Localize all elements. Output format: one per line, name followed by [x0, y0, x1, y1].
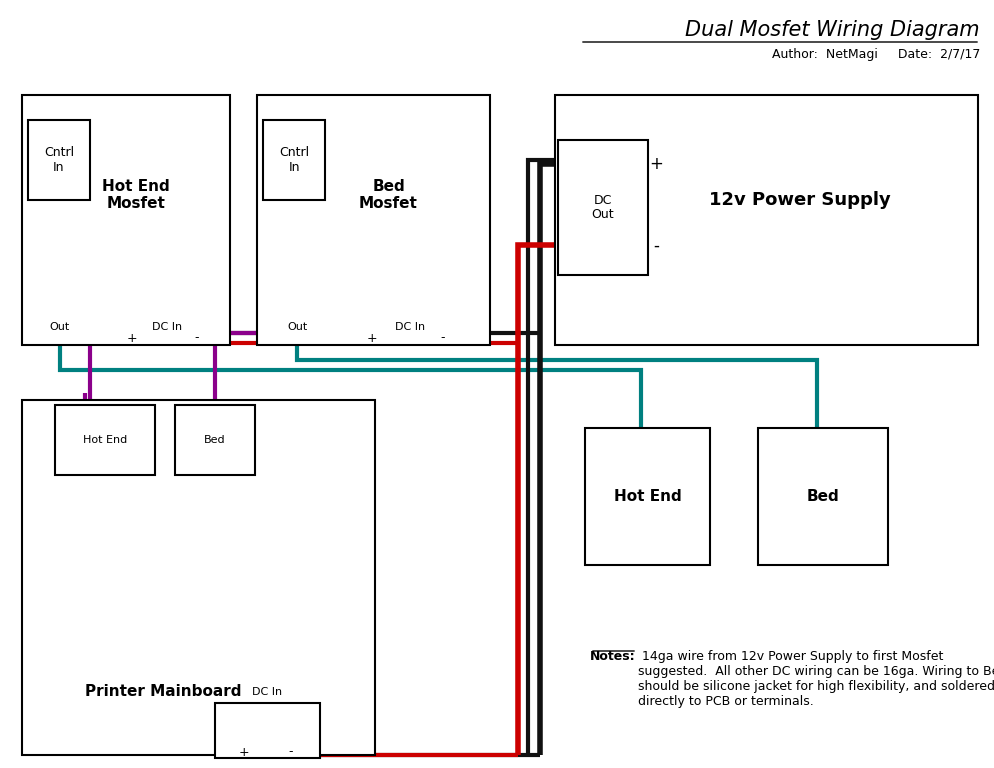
Text: Author:  NetMagi     Date:  2/7/17: Author: NetMagi Date: 2/7/17 — [771, 48, 980, 61]
Text: +: + — [240, 746, 249, 759]
Text: DC
Out: DC Out — [591, 194, 614, 221]
Bar — [758, 428, 888, 565]
Bar — [28, 120, 90, 200]
Text: Printer Mainboard: Printer Mainboard — [84, 684, 242, 699]
Text: Out: Out — [50, 322, 71, 332]
Text: Hot End: Hot End — [613, 489, 681, 504]
Text: DC In: DC In — [252, 687, 282, 697]
Text: Bed
Mosfet: Bed Mosfet — [359, 179, 417, 211]
Text: -: - — [195, 332, 199, 345]
Text: Hot End
Mosfet: Hot End Mosfet — [102, 179, 170, 211]
Text: DC In: DC In — [152, 322, 182, 332]
Text: Out: Out — [287, 322, 307, 332]
Text: Dual Mosfet Wiring Diagram: Dual Mosfet Wiring Diagram — [686, 20, 980, 40]
Text: +: + — [367, 332, 378, 345]
Text: -: - — [440, 332, 445, 345]
Bar — [257, 95, 490, 345]
Text: 12v Power Supply: 12v Power Supply — [710, 191, 892, 209]
Bar — [22, 95, 230, 345]
Text: DC In: DC In — [395, 322, 425, 332]
Text: -: - — [288, 746, 293, 759]
Text: 14ga wire from 12v Power Supply to first Mosfet
suggested.  All other DC wiring : 14ga wire from 12v Power Supply to first… — [638, 650, 994, 708]
Text: Hot End: Hot End — [83, 435, 127, 445]
Bar — [263, 120, 325, 200]
Text: Bed: Bed — [204, 435, 226, 445]
Text: Bed: Bed — [806, 489, 839, 504]
Bar — [558, 140, 648, 275]
Bar — [175, 405, 255, 475]
Bar — [22, 400, 375, 755]
Bar — [555, 95, 978, 345]
Bar — [55, 405, 155, 475]
Bar — [215, 703, 320, 758]
Bar — [585, 428, 710, 565]
Text: +: + — [649, 155, 663, 174]
Text: Notes:: Notes: — [590, 650, 635, 663]
Text: -: - — [653, 237, 659, 254]
Text: Cntrl
In: Cntrl In — [44, 146, 75, 174]
Text: Cntrl
In: Cntrl In — [279, 146, 309, 174]
Text: +: + — [126, 332, 137, 345]
